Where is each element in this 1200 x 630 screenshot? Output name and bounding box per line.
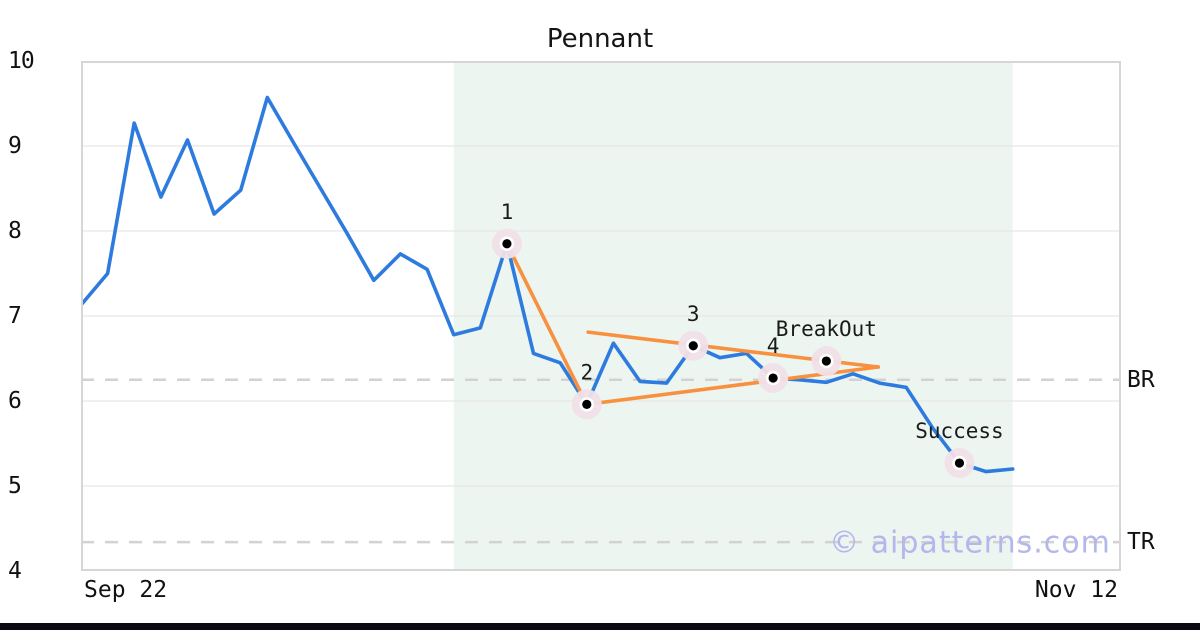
marker-dot [688, 341, 698, 351]
y-tick-label: 10 [8, 48, 35, 74]
marker-dot [582, 399, 592, 409]
marker-label-4: 4 [767, 334, 780, 358]
marker-dot [954, 458, 965, 468]
y-tick-label: 4 [8, 558, 22, 584]
bottom-bar [0, 623, 1200, 630]
plot-area: 1 2 3 4 BreakOut Success [79, 61, 1121, 571]
chart-title: Pennant [546, 24, 654, 54]
y-tick-label: 6 [8, 388, 22, 414]
trendline-flagpole-drop [505, 241, 589, 407]
y-tick-label: 8 [8, 218, 22, 244]
marker-label-breakout: BreakOut [776, 317, 877, 341]
x-tick-end-date: Nov 12 [1034, 577, 1118, 603]
breakout-level-label: BR [1127, 367, 1155, 393]
price-line [79, 95, 1015, 474]
y-tick-label: 5 [8, 473, 22, 499]
marker-label-success: Success [915, 419, 1004, 443]
y-tick-label: 7 [8, 303, 22, 329]
plot-border [81, 61, 1121, 571]
marker-dot [768, 373, 778, 383]
marker-label-1: 1 [501, 200, 514, 224]
marker-dot [502, 239, 512, 249]
marker-label-2: 2 [580, 360, 593, 384]
marker-label-3: 3 [687, 302, 700, 326]
watermark: © aipatterns.com [829, 525, 1111, 561]
x-tick-start-date: Sep 22 [84, 577, 168, 603]
y-tick-label: 9 [8, 133, 22, 159]
marker-dot [821, 356, 831, 366]
target-level-label: TR [1127, 529, 1155, 555]
